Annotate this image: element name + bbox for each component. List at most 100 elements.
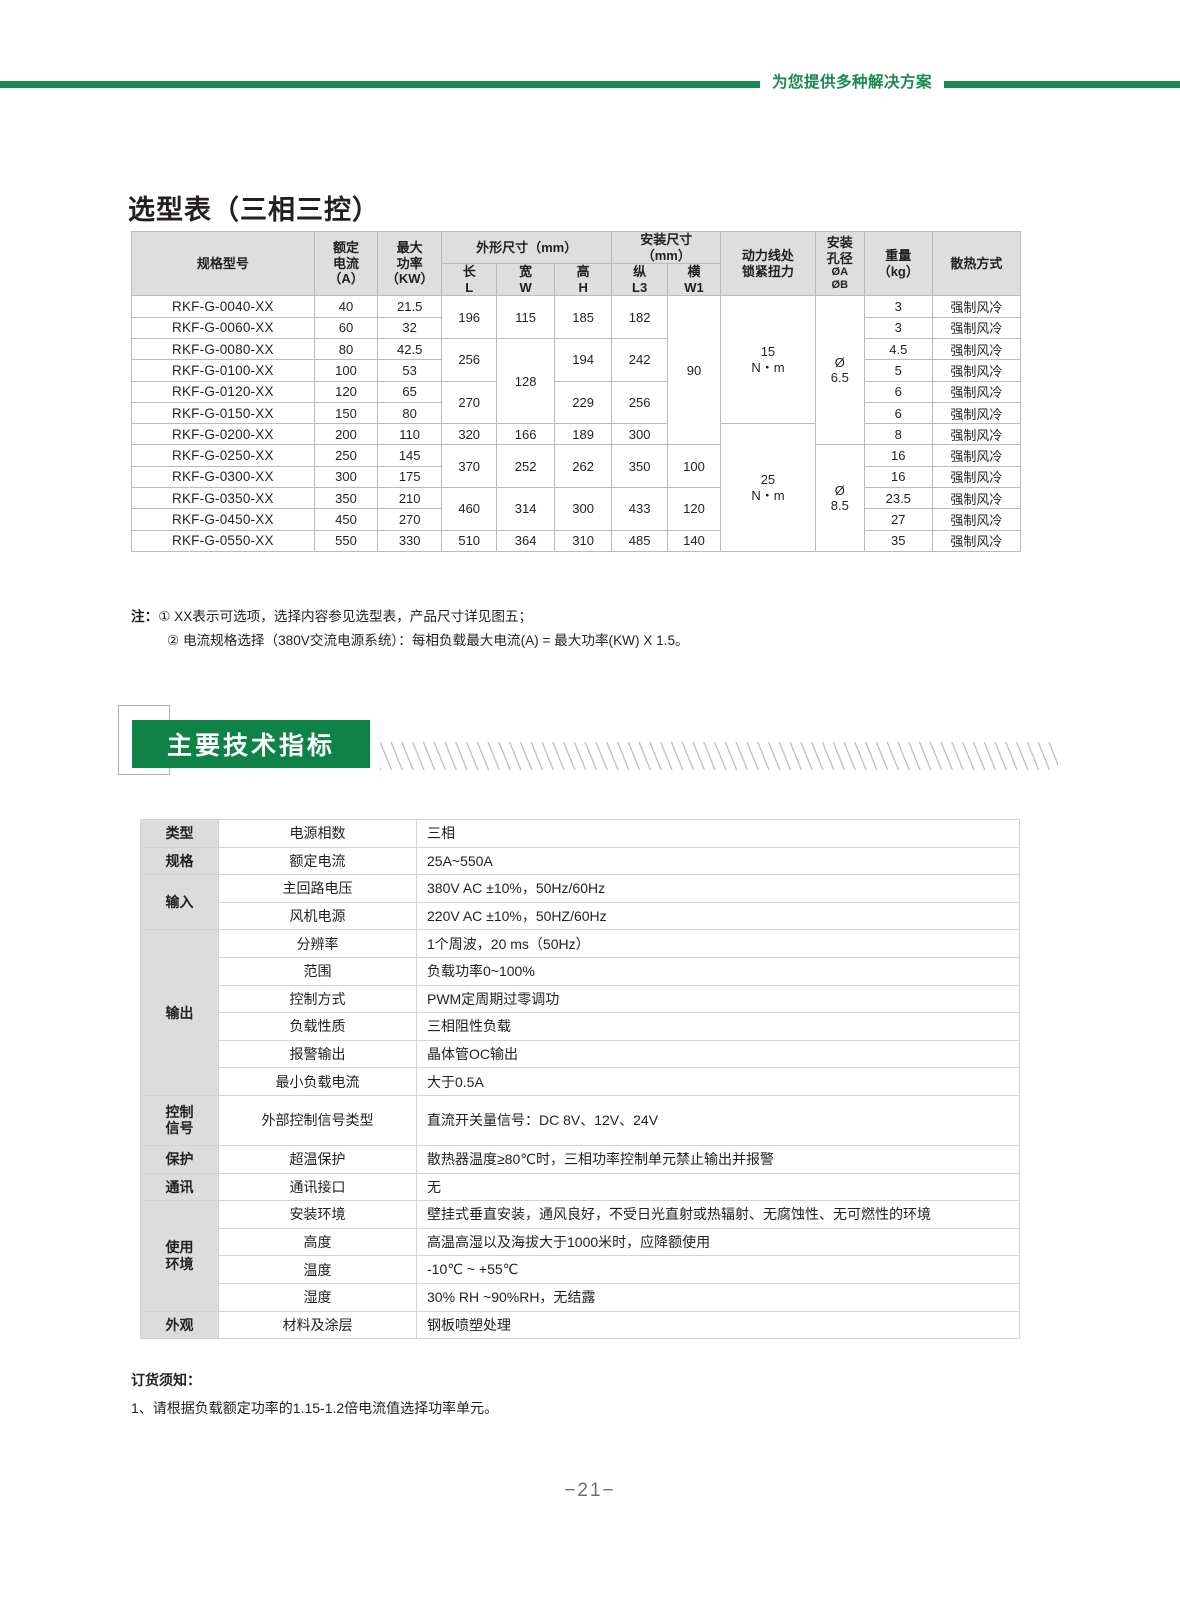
spec-item: 风机电源 [218, 901, 417, 931]
cell-weight: 6 [863, 380, 933, 403]
cell-current: 250 [313, 444, 379, 467]
cell-model: RKF-G-0250-XX [131, 444, 315, 467]
header-tagline: 为您提供多种解决方案 [772, 74, 933, 92]
cell-current: 120 [313, 380, 379, 403]
cell-weight: 3 [863, 295, 933, 318]
cell-power: 53 [377, 359, 442, 382]
cell-model: RKF-G-0350-XX [131, 487, 315, 510]
col-mount-w1-l1: 横 [687, 264, 701, 280]
cell-current: 100 [313, 359, 379, 382]
table-row: RKF-G-0300-XX 300 175 16 强制风冷 [131, 465, 1022, 489]
table-row: 湿度 30% RH ~90%RH，无结露 [141, 1282, 1020, 1312]
cell-weight: 27 [863, 508, 933, 531]
col-mount-dimensions: 安装尺寸 （mm） [611, 230, 722, 265]
col-mount-l3-l2: L3 [632, 279, 648, 295]
cell-mount-w1: 100 [666, 444, 722, 489]
cell-mount-l3: 485 [611, 529, 668, 552]
cell-width: 128 [496, 337, 555, 425]
selection-table-title: 选型表（三相三控） [128, 195, 380, 225]
spec-value: 三相 [416, 819, 1020, 848]
cell-cooling: 强制风冷 [931, 529, 1022, 552]
cell-height: 229 [553, 380, 613, 425]
cell-power: 145 [377, 444, 442, 467]
cell-length: 196 [440, 295, 498, 339]
cell-model: RKF-G-0040-XX [131, 295, 315, 318]
cell-cooling: 强制风冷 [931, 316, 1022, 339]
cell-length: 510 [440, 529, 498, 552]
spec-value: 25A~550A [416, 846, 1020, 876]
cell-weight: 23.5 [863, 487, 933, 510]
banner-title: 主要技术指标 [166, 732, 335, 760]
col-hole-diameter-l2: 孔径 [826, 250, 853, 266]
cell-power: 80 [377, 401, 442, 425]
cell-model: RKF-G-0120-XX [131, 380, 315, 403]
cell-mount-l3: 242 [611, 337, 668, 382]
cell-width: 115 [496, 295, 555, 339]
table-row: 使用 环境 安装环境 壁挂式垂直安装，通风良好，不受日光直射或热辐射、无腐蚀性、… [140, 1200, 1020, 1312]
cell-height: 262 [553, 444, 613, 489]
cell-model: RKF-G-0550-XX [131, 529, 315, 552]
table-row: RKF-G-0120-XX 120 65 270 229 256 6 强制风冷 [131, 380, 1022, 425]
col-torque-l1: 动力线处 [741, 248, 794, 264]
specification-table: 类型 电源相数 三相 规格 额定电流 25A~550A 输入 主回路电压 380… [140, 819, 1020, 1340]
col-hole-diameter: 安装 孔径 ØA ØB [814, 230, 865, 297]
cell-power: 65 [377, 380, 442, 403]
cell-height: 185 [553, 295, 613, 339]
cell-power: 110 [377, 423, 442, 446]
selection-table-head: 规格型号 额定 电流 （A） 最大 功率 （KW） 外形尺寸（mm） 安装尺寸 … [131, 230, 1022, 297]
cell-cooling: 强制风冷 [931, 401, 1022, 425]
table-row: 通讯 通讯接口 无 [140, 1172, 1020, 1202]
spec-value: 380V AC ±10%，50Hz/60Hz [416, 874, 1020, 903]
cell-cooling: 强制风冷 [931, 508, 1022, 531]
cell-weight: 35 [863, 529, 933, 552]
spec-category: 使用 环境 [140, 1200, 219, 1312]
spec-item: 高度 [218, 1227, 417, 1257]
table-row: 报警输出 晶体管OC输出 [141, 1039, 1020, 1069]
cell-cooling: 强制风冷 [931, 295, 1022, 318]
header-row-2: 长 L 宽 W 高 H 纵 L3 横 W1 [132, 263, 1021, 297]
cell-weight: 16 [863, 465, 933, 489]
spec-category: 类型 [140, 819, 219, 848]
cell-hole-value: 8.5 [830, 498, 849, 514]
spec-value: 1个周波，20 ms（50Hz） [416, 929, 1020, 958]
cell-mount-l3: 300 [611, 423, 668, 446]
cell-model: RKF-G-0300-XX [131, 465, 315, 489]
col-height: 高 H [553, 263, 613, 297]
col-model: 规格型号 [131, 230, 315, 297]
header-rule-left [0, 80, 760, 88]
spec-value: 散热器温度≥80℃时，三相功率控制单元禁止输出并报警 [416, 1144, 1020, 1174]
col-width-l1: 宽 [519, 264, 533, 280]
table-row: 规格 额定电流 25A~550A [140, 846, 1020, 876]
cell-torque-value: 15 [760, 344, 776, 360]
table-row: RKF-G-0060-XX 60 32 3 强制风冷 [131, 316, 1022, 339]
spec-value: 壁挂式垂直安装，通风良好，不受日光直射或热辐射、无腐蚀性、无可燃性的环境 [416, 1200, 1020, 1229]
cell-height: 310 [553, 529, 613, 552]
cell-hole-symbol: Ø [834, 482, 845, 498]
col-width: 宽 W [496, 263, 555, 297]
col-length-l1: 长 [462, 264, 476, 280]
col-hole-diameter-b: ØB [831, 279, 849, 292]
cell-mount-l3: 433 [611, 487, 668, 531]
cell-weight: 6 [863, 401, 933, 425]
col-mount-w1-l2: W1 [684, 279, 704, 295]
spec-value: 220V AC ±10%，50HZ/60Hz [416, 901, 1020, 931]
cell-torque-unit: N・m [751, 487, 785, 503]
cell-model: RKF-G-0150-XX [131, 401, 315, 425]
cell-length: 256 [440, 337, 498, 382]
cell-weight: 3 [863, 316, 933, 339]
table-row: RKF-G-0450-XX 450 270 27 强制风冷 [131, 508, 1022, 531]
col-rated-current-l3: （A） [328, 271, 364, 287]
banner-green-box: 主要技术指标 [132, 720, 370, 768]
spec-value: -10℃ ~ +55℃ [416, 1255, 1020, 1284]
col-rated-current-l2: 电流 [333, 255, 360, 271]
spec-item: 材料及涂层 [218, 1310, 417, 1340]
spec-value: 大于0.5A [416, 1067, 1020, 1096]
cell-torque-unit: N・m [751, 359, 785, 375]
notes-label: 注： [131, 609, 159, 624]
header-rule-right [944, 80, 1180, 88]
table-row: 温度 -10℃ ~ +55℃ [141, 1255, 1020, 1284]
cell-cooling: 强制风冷 [931, 444, 1022, 467]
spec-category: 输入 [140, 874, 219, 931]
cell-cooling: 强制风冷 [931, 465, 1022, 489]
